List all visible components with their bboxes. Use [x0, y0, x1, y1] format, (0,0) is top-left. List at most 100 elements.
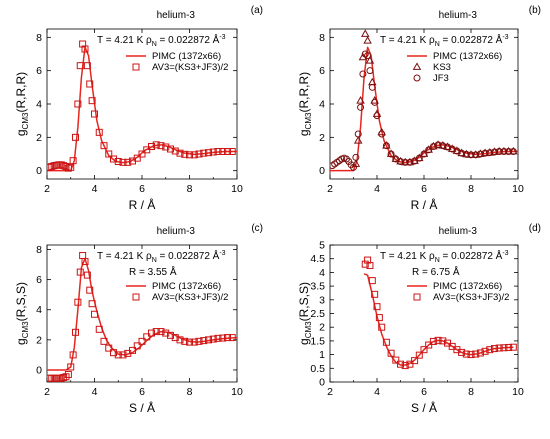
data-point [88, 97, 96, 105]
y-tick-label: 2.5 [310, 308, 325, 320]
legend: PIMC (1372x66)AV3=(KS3+JF3)/2 [122, 281, 228, 307]
data-point [72, 328, 79, 336]
x-tick-label: 4 [374, 386, 380, 398]
data-point [64, 370, 72, 378]
data-point [462, 350, 470, 358]
data-point [439, 337, 447, 345]
data-point [67, 163, 75, 171]
data-point [378, 323, 386, 331]
data-point [209, 148, 217, 156]
y-tick-label: 2 [319, 132, 325, 144]
data-point [415, 153, 424, 162]
panel-label: (d) [529, 223, 541, 234]
data-point [352, 153, 360, 161]
data-point [100, 142, 108, 150]
data-point [79, 252, 87, 260]
data-point [74, 298, 82, 306]
data-point [148, 329, 155, 337]
data-point [171, 147, 179, 155]
data-area [330, 29, 518, 172]
y-tick-label: 1.5 [310, 335, 325, 347]
data-point [157, 142, 165, 150]
data-point [152, 141, 160, 149]
y-tick-label: 4 [319, 267, 325, 279]
data-point [228, 334, 236, 342]
legend: PIMC (1372x66)AV3=(KS3+JF3)/2 [403, 281, 509, 307]
panel-label: (c) [251, 223, 263, 234]
data-point [434, 141, 442, 149]
data-point [476, 150, 484, 158]
data-point [415, 154, 423, 162]
temperature-density-annotation: T = 4.21 K ρN = 0.022872 Å-3 [97, 249, 226, 264]
data-point [86, 286, 94, 294]
x-tick-label: 6 [139, 386, 145, 398]
data-point [105, 344, 113, 352]
data-point [462, 150, 470, 158]
data-point [64, 164, 72, 172]
data-point [228, 148, 236, 155]
panel-label: (a) [251, 5, 263, 16]
panel-label: (b) [529, 5, 541, 16]
x-tick-label: 2 [327, 386, 333, 398]
data-point [171, 334, 179, 342]
y-tick-label: 2 [319, 322, 325, 334]
data-point [47, 163, 53, 171]
data-point [386, 149, 396, 157]
data-point [415, 351, 423, 359]
data-point [375, 314, 383, 322]
x-tick-label: 10 [512, 183, 524, 195]
data-point [214, 334, 222, 342]
x-axis-label: R / Å [129, 197, 156, 212]
data-point [406, 158, 414, 166]
data-point [505, 343, 513, 351]
data-point [48, 163, 56, 170]
data-point [95, 325, 103, 333]
data-point [69, 157, 77, 165]
data-point [364, 256, 372, 264]
y-tick-label: 3 [319, 294, 325, 306]
data-point [186, 338, 193, 346]
legend-entry: PIMC (1372x66) [433, 281, 502, 292]
y-tick-label: 8 [319, 32, 325, 44]
data-point [439, 142, 447, 150]
data-point [419, 149, 429, 157]
data-point [138, 337, 146, 345]
data-point [509, 148, 517, 155]
data-point [186, 151, 193, 159]
y-tick-label: 6 [319, 65, 325, 77]
data-point [365, 56, 375, 64]
legend-entry: PIMC (1372x66) [433, 51, 502, 62]
data-point [371, 98, 379, 106]
plot-frame [46, 244, 238, 383]
data-point [434, 336, 442, 344]
data-point [350, 163, 357, 171]
y-tick-label: 6 [36, 274, 42, 286]
data-point [219, 334, 227, 342]
data-point [382, 338, 390, 346]
data-point [371, 290, 379, 298]
data-point [458, 149, 466, 157]
legend-marker-swatch [413, 74, 421, 82]
data-point [100, 337, 108, 345]
data-point [353, 136, 363, 144]
data-point [391, 154, 401, 162]
y-tick-label: 4 [36, 304, 42, 316]
y-tick-label: 0 [319, 377, 325, 389]
data-point [401, 362, 409, 370]
data-point [505, 148, 513, 155]
data-point [62, 373, 70, 381]
data-point [124, 158, 132, 166]
data-point [205, 149, 212, 157]
legend-entry: JF3 [433, 73, 449, 84]
data-point [67, 363, 75, 371]
y-tick-label: 3.5 [310, 281, 325, 293]
data-point [382, 141, 391, 149]
x-tick-label: 6 [421, 183, 427, 195]
x-tick-label: 10 [231, 183, 243, 195]
data-point [364, 52, 372, 60]
data-point [148, 143, 155, 150]
legend-entry: AV3=(KS3+JF3)/2 [433, 292, 509, 303]
y-tick-label: 4 [36, 99, 42, 111]
data-point [119, 158, 127, 166]
